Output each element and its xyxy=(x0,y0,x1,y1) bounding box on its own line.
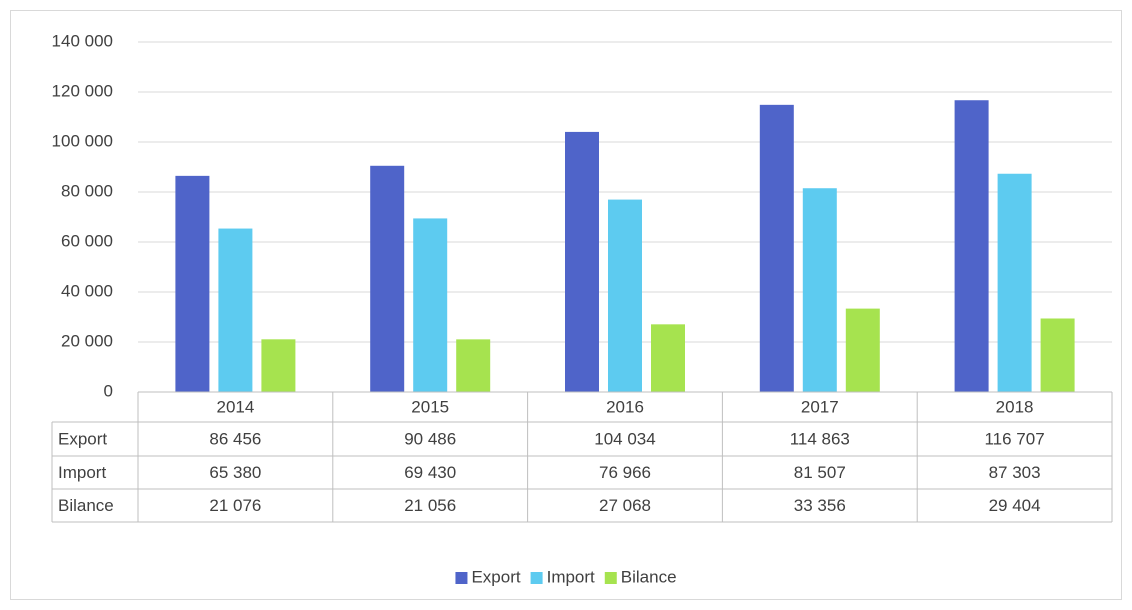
table-cell: 114 863 xyxy=(790,429,850,448)
table-cell: 86 456 xyxy=(209,429,261,448)
x-tick-label: 2018 xyxy=(996,397,1034,416)
legend-swatch xyxy=(530,572,543,584)
table-cell: 90 486 xyxy=(404,429,456,448)
table-cell: 116 707 xyxy=(984,429,1044,448)
bar xyxy=(954,100,989,393)
y-tick-label: 20 000 xyxy=(61,331,113,350)
y-tick-label: 140 000 xyxy=(52,31,113,50)
bar xyxy=(565,131,599,393)
legend-label: Bilance xyxy=(621,567,677,586)
y-tick-label: 60 000 xyxy=(61,231,113,250)
bar xyxy=(218,228,253,392)
y-tick-label: 0 xyxy=(104,381,113,400)
table-row-label: Export xyxy=(58,429,107,448)
table-cell: 104 034 xyxy=(594,429,655,448)
legend-label: Import xyxy=(547,567,595,586)
x-tick-label: 2015 xyxy=(411,397,449,416)
table-row-label: Import xyxy=(58,463,106,482)
bar xyxy=(997,173,1032,392)
y-tick-label: 40 000 xyxy=(61,281,113,300)
table-cell: 29 404 xyxy=(989,496,1041,515)
table-row-label: Bilance xyxy=(58,496,114,515)
bar xyxy=(456,339,491,392)
x-tick-label: 2014 xyxy=(216,397,254,416)
bar xyxy=(413,218,448,392)
table-cell: 21 056 xyxy=(404,496,456,515)
bar xyxy=(1040,318,1075,392)
table-cell: 69 430 xyxy=(404,463,456,482)
y-tick-label: 120 000 xyxy=(52,81,113,100)
bar xyxy=(845,308,880,392)
table-cell: 21 076 xyxy=(209,496,261,515)
table-cell: 65 380 xyxy=(209,463,261,482)
bar xyxy=(802,188,837,392)
legend-label: Export xyxy=(471,567,520,586)
table-cell: 33 356 xyxy=(794,496,846,515)
x-tick-label: 2017 xyxy=(801,397,839,416)
bar xyxy=(759,104,794,392)
legend-swatch xyxy=(604,572,617,584)
legend-swatch xyxy=(455,572,468,584)
x-tick-label: 2016 xyxy=(606,397,644,416)
bar xyxy=(261,339,296,392)
y-tick-label: 100 000 xyxy=(52,131,113,150)
bar xyxy=(175,175,210,392)
table-cell: 87 303 xyxy=(989,463,1041,482)
table-cell: 27 068 xyxy=(599,496,651,515)
table-cell: 76 966 xyxy=(599,463,651,482)
y-tick-label: 80 000 xyxy=(61,181,113,200)
bar xyxy=(651,324,685,392)
bar xyxy=(608,199,642,392)
table-cell: 81 507 xyxy=(794,463,846,482)
bar xyxy=(370,165,405,392)
